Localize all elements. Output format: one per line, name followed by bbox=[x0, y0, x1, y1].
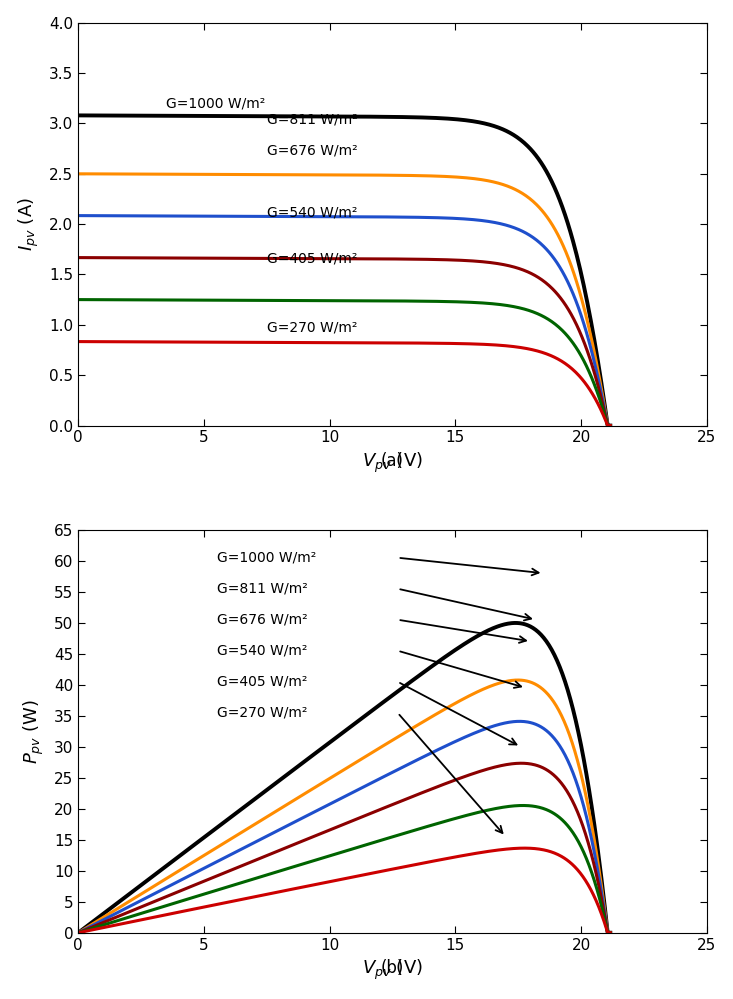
Text: G=1000 W/m²: G=1000 W/m² bbox=[216, 550, 316, 564]
Text: G=676 W/m²: G=676 W/m² bbox=[216, 612, 307, 626]
X-axis label: $V_{pv}$ (V): $V_{pv}$ (V) bbox=[362, 958, 423, 982]
Y-axis label: $I_{pv}$ (A): $I_{pv}$ (A) bbox=[17, 197, 41, 251]
Text: G=1000 W/m²: G=1000 W/m² bbox=[166, 96, 265, 110]
Text: G=540 W/m²: G=540 W/m² bbox=[216, 643, 307, 657]
Text: G=540 W/m²: G=540 W/m² bbox=[267, 205, 357, 219]
Text: G=270 W/m²: G=270 W/m² bbox=[267, 321, 357, 335]
Y-axis label: $P_{pv}$ (W): $P_{pv}$ (W) bbox=[21, 699, 45, 763]
Text: G=405 W/m²: G=405 W/m² bbox=[267, 252, 357, 266]
X-axis label: $V_{pv}$ (V): $V_{pv}$ (V) bbox=[362, 451, 423, 476]
Text: G=676 W/m²: G=676 W/m² bbox=[267, 144, 358, 158]
Text: (b): (b) bbox=[381, 959, 404, 977]
Text: G=405 W/m²: G=405 W/m² bbox=[216, 674, 307, 688]
Text: G=811 W/m²: G=811 W/m² bbox=[267, 113, 358, 127]
Text: G=270 W/m²: G=270 W/m² bbox=[216, 705, 307, 719]
Text: G=811 W/m²: G=811 W/m² bbox=[216, 581, 307, 595]
Text: (a): (a) bbox=[381, 452, 404, 470]
